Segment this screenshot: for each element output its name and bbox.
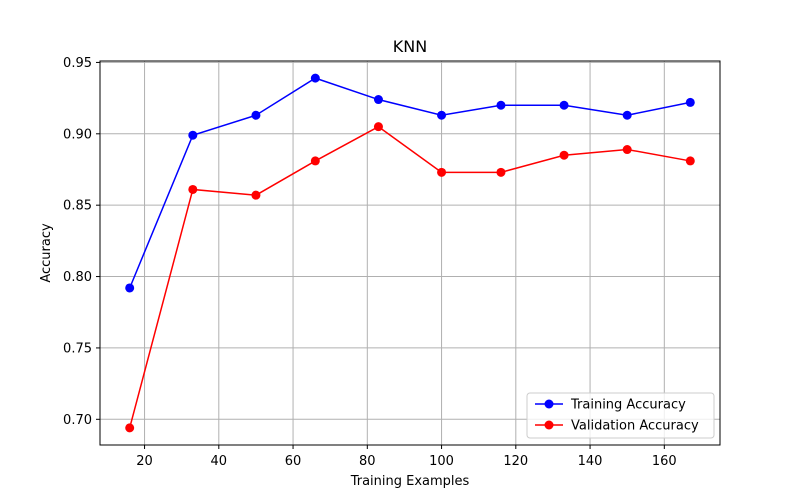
- legend-box: [526, 392, 715, 439]
- x-tick-label: 140: [578, 454, 603, 469]
- training-accuracy-point: [188, 130, 198, 140]
- legend: Training Accuracy Validation Accuracy: [526, 392, 715, 439]
- validation-accuracy-line: [128, 125, 691, 429]
- y-tick-label: 0.70: [63, 413, 92, 428]
- x-tick-label: 120: [503, 454, 528, 469]
- training-accuracy-line: [129, 77, 691, 289]
- training-accuracy-point: [310, 73, 320, 83]
- validation-accuracy-point: [251, 190, 261, 200]
- y-tick-label: 0.90: [63, 127, 92, 142]
- validation-accuracy-point: [559, 150, 569, 160]
- legend-marker-training-accuracy: [544, 399, 554, 409]
- validation-accuracy-point: [373, 122, 383, 132]
- validation-accuracy-point: [437, 167, 447, 177]
- x-axis-label: Training Examples: [350, 474, 470, 489]
- y-tick-label: 0.85: [63, 199, 92, 214]
- training-accuracy-point: [437, 110, 447, 120]
- y-axis-label: Accuracy: [39, 223, 54, 283]
- training-accuracy-point: [251, 110, 261, 120]
- validation-accuracy-point: [188, 184, 198, 194]
- series-layer: [125, 73, 695, 433]
- validation-accuracy-point: [310, 156, 320, 166]
- validation-accuracy-point: [622, 145, 632, 155]
- legend-marker-validation-accuracy: [544, 420, 554, 430]
- y-tick-label: 0.75: [63, 341, 92, 356]
- validation-accuracy-point: [496, 167, 506, 177]
- validation-accuracy-point: [125, 423, 135, 433]
- x-tick-label: 40: [211, 454, 228, 469]
- x-tick-label: 100: [429, 454, 454, 469]
- y-tick-label: 0.80: [63, 270, 92, 285]
- training-accuracy-point: [685, 97, 695, 107]
- legend-label-validation-accuracy: Validation Accuracy: [571, 419, 699, 434]
- chart-title: KNN: [393, 37, 427, 56]
- training-accuracy-point: [622, 110, 632, 120]
- grid: [100, 61, 720, 445]
- legend-label-training-accuracy: Training Accuracy: [570, 398, 686, 413]
- x-tick-label: 160: [652, 454, 677, 469]
- axis-ticks: 20 40 60 80 100 120 140 160 0.70 0.75 0.80 0.85 0.90…: [63, 56, 677, 469]
- training-accuracy-point: [373, 95, 383, 105]
- validation-accuracy-point: [685, 156, 695, 166]
- x-tick-label: 80: [359, 454, 376, 469]
- x-tick-label: 20: [136, 454, 153, 469]
- x-tick-label: 60: [285, 454, 302, 469]
- plot-frame: [99, 60, 721, 446]
- y-tick-label: 0.95: [63, 56, 92, 71]
- training-accuracy-point: [496, 100, 506, 110]
- training-accuracy-point: [559, 100, 569, 110]
- training-accuracy-point: [125, 283, 135, 293]
